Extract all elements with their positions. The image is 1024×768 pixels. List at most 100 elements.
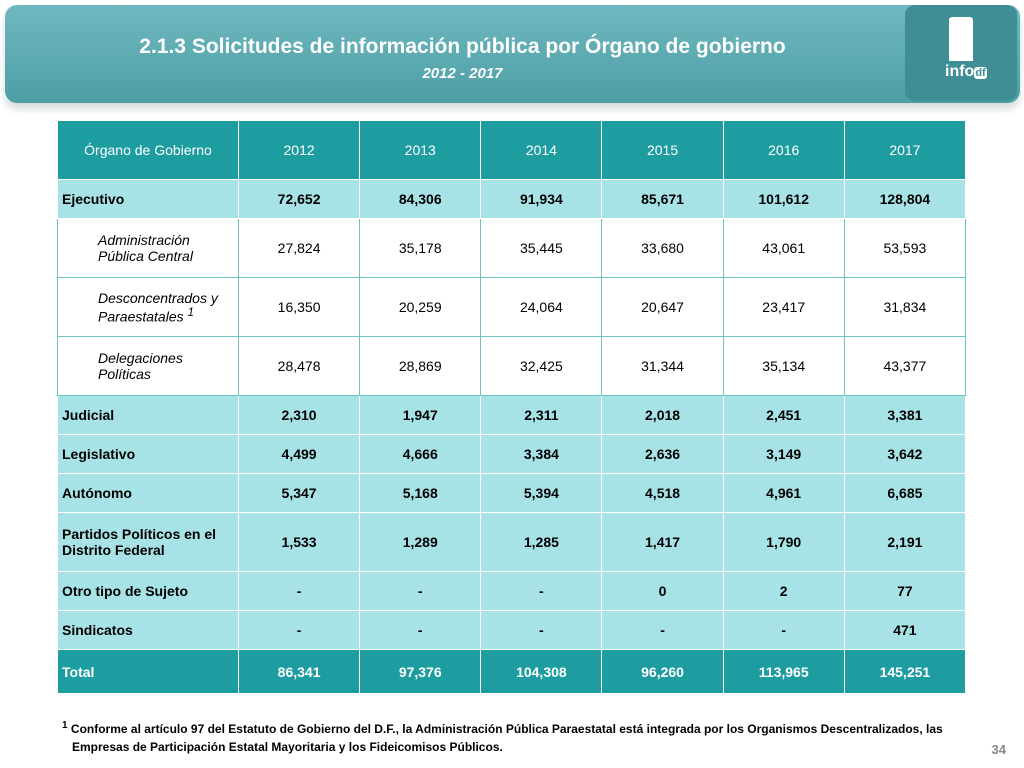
cell: 96,260 — [601, 649, 724, 694]
logo: infodf — [905, 5, 1017, 101]
row-label: Partidos Políticos en el Distrito Federa… — [57, 512, 239, 572]
column-header: 2016 — [722, 120, 845, 180]
cell: 23,417 — [722, 277, 845, 337]
table-row: Judicial 2,310 1,947 2,311 2,018 2,451 3,381 — [57, 395, 967, 435]
cell: 31,834 — [843, 277, 967, 337]
note-marker: 1 — [187, 305, 194, 319]
data-table: Órgano de Gobierno 2012 2013 2014 2015 2016 20… — [57, 120, 967, 694]
footnote: 1 Conforme al artículo 97 del Estatuto d… — [62, 717, 972, 756]
table-row: Partidos Políticos en el Distrito Federa… — [57, 512, 967, 572]
cell: 104,308 — [480, 649, 603, 694]
cell: 2,310 — [237, 395, 361, 435]
column-header: Órgano de Gobierno — [57, 120, 239, 180]
cell: 35,445 — [480, 218, 603, 278]
cell: - — [480, 610, 603, 650]
cell: 27,824 — [237, 218, 361, 278]
cell: - — [359, 610, 482, 650]
row-label-text: Administración Pública Central — [98, 232, 193, 264]
cell: - — [359, 571, 482, 611]
cell: 97,376 — [359, 649, 482, 694]
table-row: Administración Pública Central 27,824 35,1… — [57, 218, 967, 278]
cell: 91,934 — [480, 179, 603, 219]
cell: 33,680 — [601, 218, 724, 278]
cell: 77 — [843, 571, 967, 611]
cell: 5,394 — [480, 473, 603, 513]
row-label-text: Delegaciones Políticas — [98, 350, 183, 382]
table-row: Desconcentrados y Paraestatales 1 16,350 2… — [57, 277, 967, 337]
row-label: Desconcentrados y Paraestatales 1 — [57, 277, 239, 337]
logo-suffix: df — [974, 67, 987, 79]
table-row: Autónomo 5,347 5,168 5,394 4,518 4,961 6,685 — [57, 473, 967, 513]
cell: 0 — [601, 571, 724, 611]
cell: 85,671 — [601, 179, 724, 219]
column-header: 2014 — [480, 120, 603, 180]
cell: 20,259 — [359, 277, 482, 337]
cell: 101,612 — [722, 179, 845, 219]
cell: 2,451 — [722, 395, 845, 435]
table-row: Delegaciones Políticas 28,478 28,869 32,425… — [57, 336, 967, 396]
row-label-text: Partidos Políticos en el Distrito Federa… — [62, 526, 217, 558]
row-label-text: Otro tipo de Sujeto — [62, 583, 188, 599]
cell: - — [237, 571, 361, 611]
cell: 1,285 — [480, 512, 603, 572]
cell: 20,647 — [601, 277, 724, 337]
cell: 3,642 — [843, 434, 967, 474]
table-row: Legislativo 4,499 4,666 3,384 2,636 3,149 3,64… — [57, 434, 967, 474]
row-label: Administración Pública Central — [57, 218, 239, 278]
column-header: 2013 — [359, 120, 482, 180]
cell: 24,064 — [480, 277, 603, 337]
cell: 35,134 — [722, 336, 845, 396]
cell: 3,149 — [722, 434, 845, 474]
row-label-text: Total — [62, 663, 95, 680]
subtitle: 2012 - 2017 — [422, 65, 503, 82]
row-label: Total — [57, 649, 239, 694]
cell: - — [237, 610, 361, 650]
page-number: 34 — [991, 742, 1006, 757]
column-header: 2015 — [601, 120, 724, 180]
cell: 43,377 — [843, 336, 967, 396]
cell: - — [480, 571, 603, 611]
cell: 2,311 — [480, 395, 603, 435]
row-label: Autónomo — [57, 473, 239, 513]
cell: - — [722, 610, 845, 650]
row-label: Ejecutivo — [57, 179, 239, 219]
row-label-text: Ejecutivo — [62, 191, 125, 207]
cell: 2 — [722, 571, 845, 611]
title: 2.1.3 Solicitudes de información pública… — [139, 35, 786, 58]
cell: 2,636 — [601, 434, 724, 474]
row-label-text: Sindicatos — [62, 622, 133, 638]
cell: 1,790 — [722, 512, 845, 572]
cell: 5,168 — [359, 473, 482, 513]
footnote-marker: 1 — [62, 720, 68, 731]
table-row: Ejecutivo 72,652 84,306 91,934 85,671 101,612… — [57, 179, 967, 219]
row-label-text: Desconcentrados y Paraestatales — [98, 289, 218, 325]
cell: 2,018 — [601, 395, 724, 435]
table-row: Total 86,341 97,376 104,308 96,260 113,965 145… — [57, 649, 967, 694]
cell: 28,869 — [359, 336, 482, 396]
row-label: Otro tipo de Sujeto — [57, 571, 239, 611]
cell: 471 — [843, 610, 967, 650]
cell: 5,347 — [237, 473, 361, 513]
cell: 72,652 — [237, 179, 361, 219]
cell: 145,251 — [843, 649, 967, 694]
row-label: Judicial — [57, 395, 239, 435]
cell: 113,965 — [722, 649, 845, 694]
cell: 31,344 — [601, 336, 724, 396]
column-header: 2017 — [843, 120, 967, 180]
column-header: 2012 — [237, 120, 361, 180]
cell: 1,947 — [359, 395, 482, 435]
cell: 2,191 — [843, 512, 967, 572]
header-row: Órgano de Gobierno 2012 2013 2014 2015 2016 20… — [57, 120, 967, 180]
cell: 32,425 — [480, 336, 603, 396]
cell: 84,306 — [359, 179, 482, 219]
row-label: Delegaciones Políticas — [57, 336, 239, 396]
row-label-text: Autónomo — [62, 485, 132, 501]
cell: 128,804 — [843, 179, 967, 219]
cell: 1,533 — [237, 512, 361, 572]
cell: 86,341 — [237, 649, 361, 694]
row-label-text: Judicial — [62, 407, 115, 423]
row-label: Legislativo — [57, 434, 239, 474]
cell: 16,350 — [237, 277, 361, 337]
cell: 3,384 — [480, 434, 603, 474]
